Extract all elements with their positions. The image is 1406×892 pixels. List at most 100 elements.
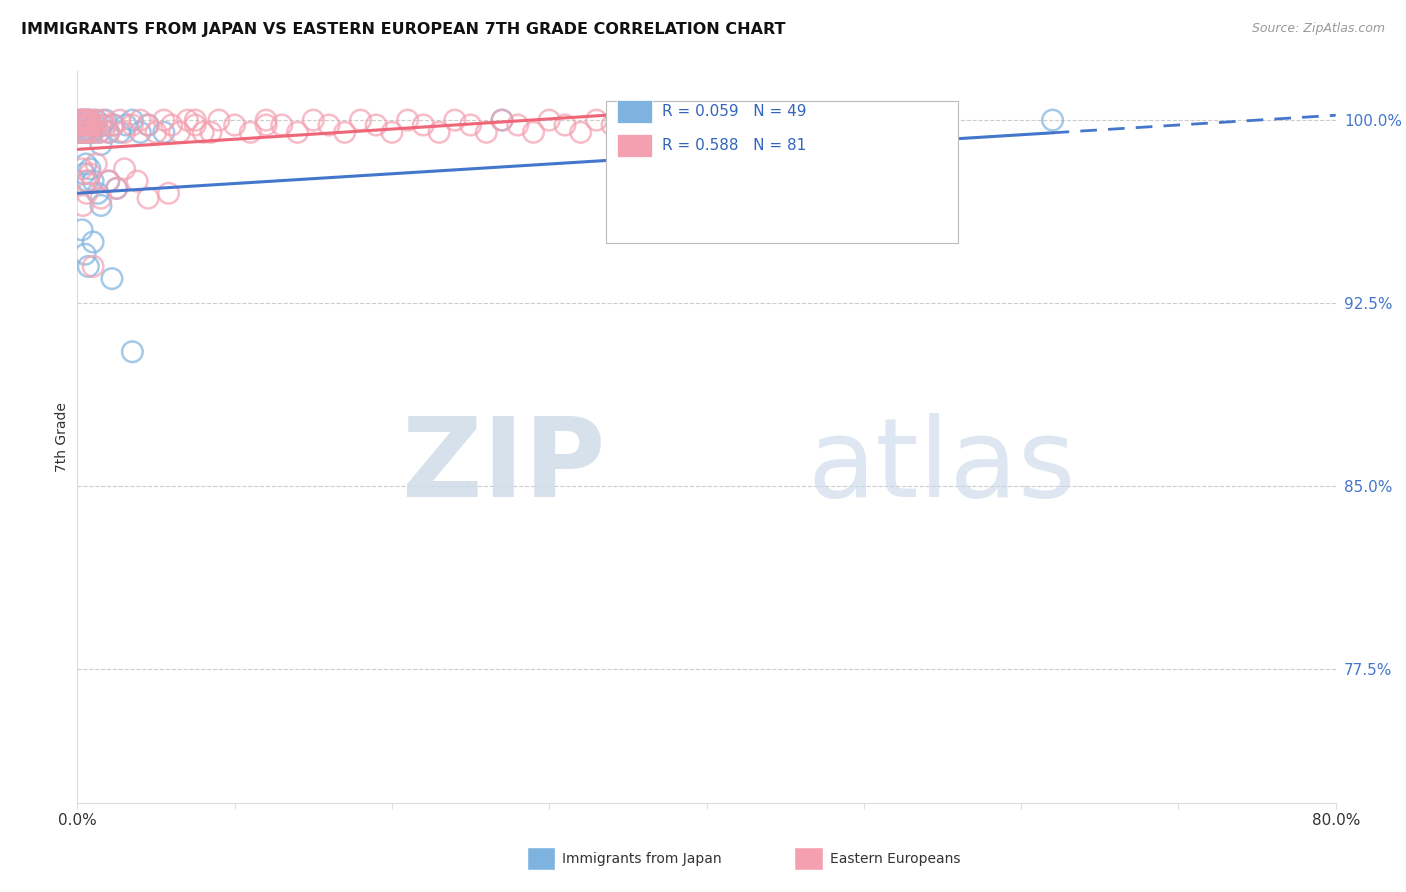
Point	[75, 247, 97, 261]
Point	[84, 157, 107, 171]
Point	[94, 118, 117, 132]
Point	[70, 161, 93, 176]
Point	[97, 125, 120, 139]
Point	[70, 118, 93, 132]
Point	[79, 167, 101, 181]
Text: IMMIGRANTS FROM JAPAN VS EASTERN EUROPEAN 7TH GRADE CORRELATION CHART: IMMIGRANTS FROM JAPAN VS EASTERN EUROPEA…	[21, 22, 786, 37]
Point	[600, 118, 623, 132]
Point	[617, 125, 640, 139]
Point	[67, 118, 90, 132]
Point	[91, 113, 114, 128]
Point	[176, 113, 198, 128]
Point	[97, 125, 120, 139]
Point	[72, 198, 94, 212]
Point	[381, 125, 404, 139]
Point	[73, 118, 96, 132]
Y-axis label: 7th Grade: 7th Grade	[55, 402, 69, 472]
Point	[127, 174, 149, 188]
Point	[1042, 113, 1064, 128]
Point	[77, 260, 100, 274]
Point	[460, 118, 482, 132]
Point	[75, 157, 97, 171]
Point	[191, 125, 215, 139]
Point	[302, 113, 325, 128]
Point	[76, 118, 98, 132]
Point	[67, 125, 90, 139]
Point	[69, 113, 91, 128]
Point	[239, 125, 262, 139]
Point	[538, 113, 561, 128]
Point	[121, 113, 143, 128]
Text: R = 0.588   N = 81: R = 0.588 N = 81	[662, 137, 806, 153]
Point	[633, 113, 655, 128]
Point	[75, 125, 97, 139]
Point	[72, 125, 94, 139]
Point	[333, 125, 356, 139]
Point	[115, 118, 138, 132]
Point	[90, 198, 112, 212]
Point	[69, 118, 91, 132]
Point	[84, 113, 107, 128]
Point	[70, 223, 93, 237]
Point	[412, 118, 434, 132]
Point	[224, 118, 246, 132]
Point	[366, 118, 388, 132]
Point	[94, 113, 117, 128]
Point	[77, 125, 100, 139]
Point	[82, 125, 104, 139]
Point	[184, 113, 207, 128]
Point	[79, 161, 101, 176]
Point	[89, 125, 111, 139]
Point	[108, 113, 131, 128]
Point	[69, 113, 91, 128]
Point	[70, 125, 93, 139]
Point	[136, 118, 159, 132]
Point	[76, 174, 98, 188]
Point	[427, 125, 450, 139]
Point	[153, 113, 176, 128]
Point	[105, 181, 128, 195]
Text: Source: ZipAtlas.com: Source: ZipAtlas.com	[1251, 22, 1385, 36]
Point	[121, 118, 143, 132]
Point	[76, 186, 98, 201]
Text: ZIP: ZIP	[402, 413, 606, 520]
Point	[82, 174, 104, 188]
Point	[169, 125, 191, 139]
Point	[83, 113, 105, 128]
Point	[89, 125, 111, 139]
Point	[103, 118, 125, 132]
Point	[70, 113, 93, 128]
Point	[72, 125, 94, 139]
Point	[522, 125, 544, 139]
Point	[76, 118, 98, 132]
Point	[75, 174, 97, 188]
Point	[506, 118, 529, 132]
Point	[200, 125, 222, 139]
Text: atlas: atlas	[807, 413, 1076, 520]
Text: Immigrants from Japan: Immigrants from Japan	[562, 852, 723, 866]
Point	[80, 118, 103, 132]
Point	[72, 113, 94, 128]
Point	[82, 260, 104, 274]
Point	[76, 113, 98, 128]
Point	[585, 113, 607, 128]
Point	[90, 137, 112, 152]
Point	[254, 118, 277, 132]
Point	[91, 118, 114, 132]
Point	[396, 113, 419, 128]
Text: R = 0.059   N = 49: R = 0.059 N = 49	[662, 103, 807, 119]
Point	[153, 125, 176, 139]
Point	[101, 271, 124, 285]
Point	[69, 125, 91, 139]
Point	[287, 125, 309, 139]
Point	[103, 118, 125, 132]
Point	[73, 118, 96, 132]
Point	[121, 344, 143, 359]
Point	[82, 235, 104, 249]
Point	[554, 118, 576, 132]
Point	[79, 113, 101, 128]
Point	[184, 118, 207, 132]
Text: Eastern Europeans: Eastern Europeans	[830, 852, 960, 866]
Point	[136, 191, 159, 205]
Point	[105, 181, 128, 195]
